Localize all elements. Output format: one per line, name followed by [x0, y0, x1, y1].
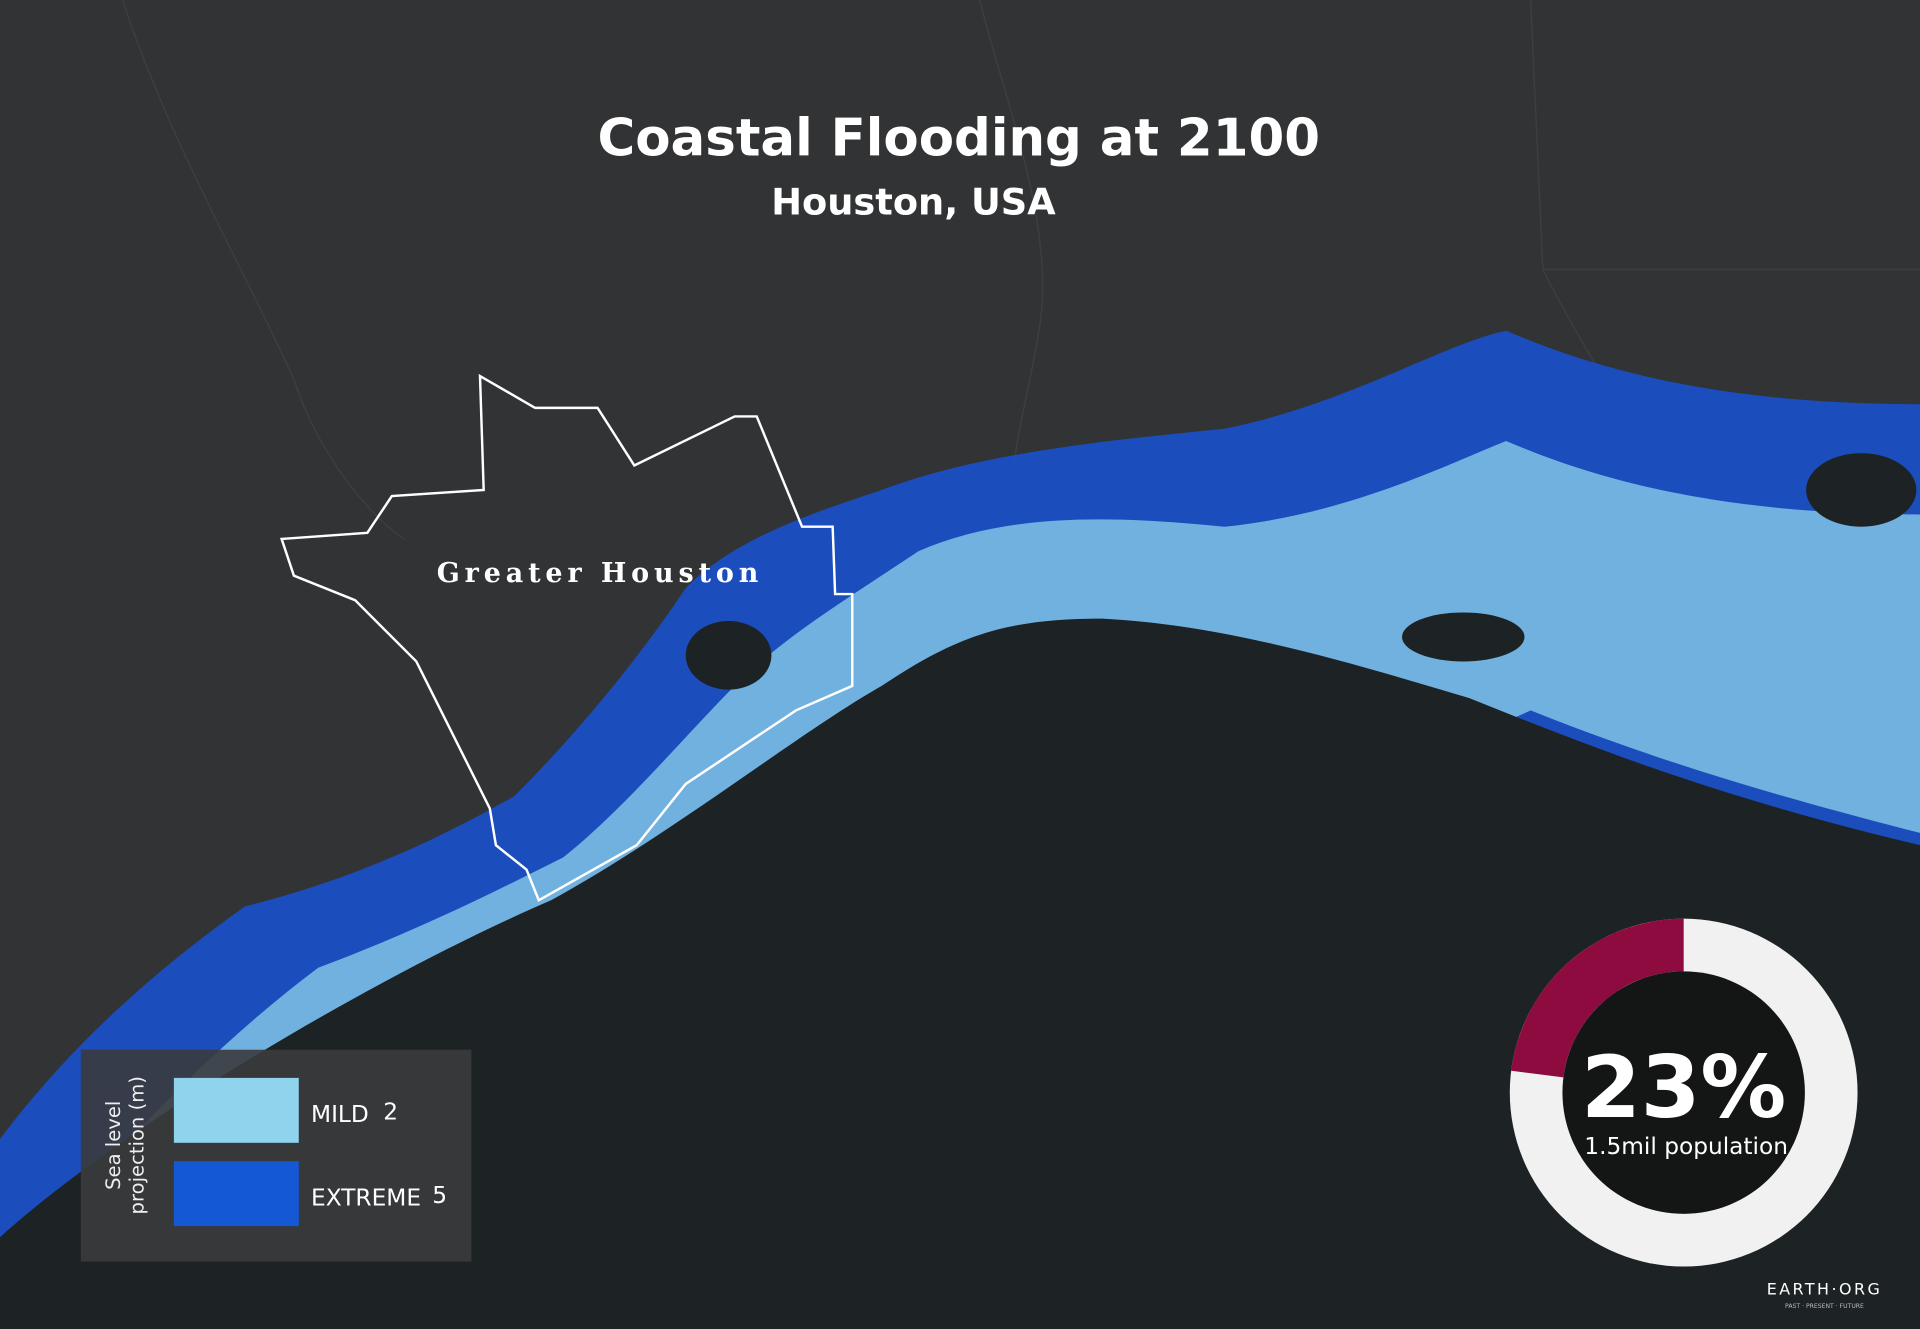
galveston-bay [685, 621, 772, 690]
legend-swatch [173, 1077, 299, 1143]
title: Coastal Flooding at 2100 [598, 109, 1321, 169]
logo-tagline: PAST · PRESENT · FUTURE [1785, 1303, 1864, 1310]
legend-title-line: Sea level [102, 1101, 125, 1190]
logo: EARTH·ORG [1767, 1280, 1882, 1299]
region-label: Greater Houston [437, 558, 764, 589]
legend-value: 5 [432, 1182, 447, 1209]
legend-label: EXTREME [311, 1184, 421, 1211]
stat-caption: 1.5mil population [1584, 1133, 1788, 1160]
subtitle: Houston, USA [771, 180, 1056, 223]
legend-label: MILD [311, 1101, 369, 1128]
stat-donut: 23%1.5mil population [1509, 918, 1858, 1267]
legend-title: Sea levelprojection (m) [102, 1076, 148, 1214]
legend-value: 2 [383, 1099, 398, 1126]
region-outline [279, 373, 854, 903]
donut-hole [1562, 971, 1805, 1214]
legend-swatch [173, 1161, 299, 1227]
lake [1402, 612, 1525, 662]
sea [0, 618, 1920, 1329]
stat-value: 23% [1581, 1038, 1786, 1138]
legend: Sea levelprojection (m) MILD 2 EXTREME 5 [102, 1076, 447, 1227]
lake [1806, 453, 1917, 527]
legend-title-line: projection (m) [125, 1076, 148, 1214]
donut-arc [1511, 918, 1684, 1078]
